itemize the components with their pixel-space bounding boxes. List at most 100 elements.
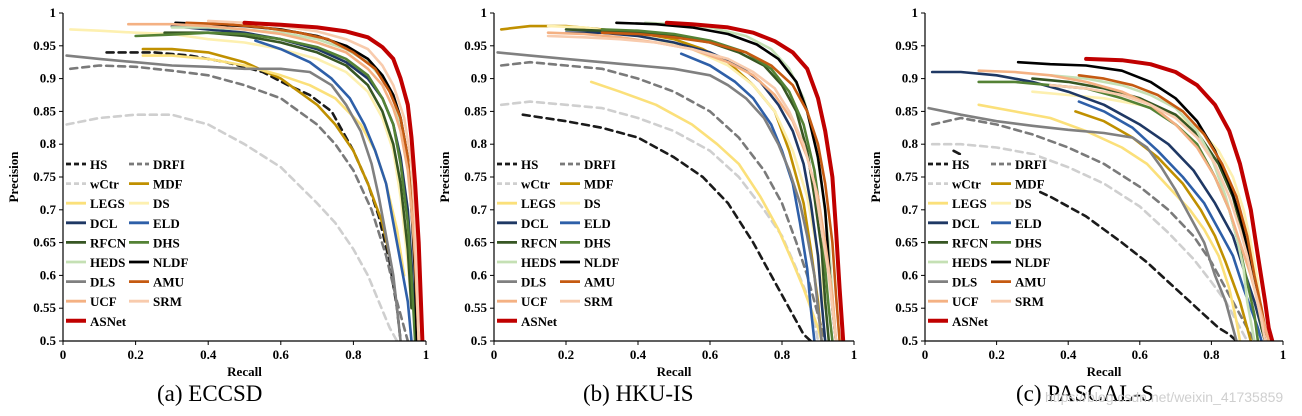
legend-label-amu: AMU bbox=[153, 275, 185, 290]
y-tick-label: 1 bbox=[481, 5, 488, 20]
y-tick-label: 0.8 bbox=[471, 136, 488, 151]
y-tick-label: 0.9 bbox=[902, 71, 919, 86]
y-tick-label: 0.75 bbox=[33, 169, 56, 184]
y-tick-label: 0.75 bbox=[464, 169, 487, 184]
legend-label-wctr: wCtr bbox=[521, 177, 550, 192]
x-tick-label: 0.4 bbox=[630, 347, 647, 362]
legend-label-dcl: DCL bbox=[952, 216, 980, 231]
series-line-ds bbox=[1031, 90, 1267, 341]
legend-label-srm: SRM bbox=[584, 294, 613, 309]
legend-label-nldf: NLDF bbox=[584, 255, 619, 270]
legend-box bbox=[495, 155, 608, 338]
legend-label-drfi: DRFI bbox=[153, 157, 185, 172]
caption-a: (a) ECCSD bbox=[157, 381, 263, 406]
series-line-asnet bbox=[242, 20, 425, 341]
series-line-dls bbox=[496, 51, 823, 341]
x-tick-label: 0.2 bbox=[127, 347, 143, 362]
legend-label-mdf: MDF bbox=[1015, 177, 1045, 192]
series-line-drfi bbox=[69, 64, 410, 341]
legend-label-rfcn: RFCN bbox=[952, 235, 989, 250]
series-line-asnet bbox=[664, 20, 846, 341]
x-tick-label: 0.8 bbox=[774, 347, 791, 362]
y-tick-label: 0.9 bbox=[40, 71, 57, 86]
legend-label-eld: ELD bbox=[1015, 216, 1042, 231]
series-line-ds bbox=[69, 28, 413, 310]
legend-label-amu: AMU bbox=[1015, 275, 1047, 290]
series-line-srm bbox=[1049, 83, 1267, 341]
legend-label-hs: HS bbox=[521, 157, 538, 172]
x-axis-label: Recall bbox=[657, 364, 692, 379]
legend-label-wctr: wCtr bbox=[90, 177, 119, 192]
legend-label-dls: DLS bbox=[90, 275, 115, 290]
legend-label-srm: SRM bbox=[1015, 294, 1044, 309]
y-tick-label: 1 bbox=[50, 5, 57, 20]
series-line-rfcn bbox=[163, 31, 413, 310]
series-line-eld bbox=[679, 52, 816, 341]
legend-label-legs: LEGS bbox=[952, 196, 987, 211]
legend-label-dls: DLS bbox=[521, 275, 546, 290]
series-line-hs bbox=[521, 113, 813, 341]
x-tick-label: 0 bbox=[491, 347, 498, 362]
series-line-asnet bbox=[1084, 56, 1275, 341]
series-line-eld bbox=[254, 39, 413, 341]
watermark: https://blog.csdn.net/weixin_41735859 bbox=[1045, 389, 1284, 405]
legend-label-ucf: UCF bbox=[90, 294, 117, 309]
y-tick-label: 0.85 bbox=[895, 103, 918, 118]
legend-label-ucf: UCF bbox=[521, 294, 548, 309]
series-line-ucf bbox=[546, 31, 838, 341]
y-tick-label: 0.6 bbox=[902, 267, 919, 282]
legend-label-wctr: wCtr bbox=[952, 177, 981, 192]
legend-label-dhs: DHS bbox=[584, 235, 611, 250]
y-tick-label: 0.65 bbox=[33, 235, 56, 250]
legend-label-drfi: DRFI bbox=[584, 157, 616, 172]
legend-label-rfcn: RFCN bbox=[90, 235, 127, 250]
caption-b: (b) HKU-IS bbox=[583, 381, 694, 406]
legend-label-drfi: DRFI bbox=[1015, 157, 1047, 172]
legend-label-legs: LEGS bbox=[90, 196, 125, 211]
x-tick-label: 0.4 bbox=[200, 347, 217, 362]
legend-label-dhs: DHS bbox=[1015, 235, 1042, 250]
legend-label-hs: HS bbox=[90, 157, 107, 172]
y-axis-label: Precision bbox=[437, 151, 452, 203]
y-tick-label: 0.8 bbox=[40, 136, 57, 151]
y-tick-label: 0.95 bbox=[895, 38, 918, 53]
legend-box bbox=[926, 155, 1039, 338]
legend-label-heds: HEDS bbox=[952, 255, 987, 270]
x-tick-label: 0.8 bbox=[1203, 347, 1220, 362]
y-tick-label: 0.5 bbox=[40, 333, 57, 348]
x-tick-label: 1 bbox=[423, 347, 430, 362]
y-tick-label: 0.9 bbox=[471, 71, 488, 86]
y-axis-label: Precision bbox=[868, 151, 883, 203]
x-tick-label: 0.2 bbox=[558, 347, 574, 362]
series-line-dcl bbox=[564, 31, 827, 341]
x-tick-label: 0.4 bbox=[1060, 347, 1077, 362]
legend-box bbox=[64, 155, 177, 338]
y-tick-label: 0.85 bbox=[33, 103, 56, 118]
series-line-dls bbox=[927, 106, 1238, 341]
x-tick-label: 0.8 bbox=[345, 347, 362, 362]
y-tick-label: 0.95 bbox=[33, 38, 56, 53]
x-tick-label: 0 bbox=[60, 347, 67, 362]
series-line-ucf bbox=[127, 22, 421, 341]
x-tick-label: 0.6 bbox=[273, 347, 290, 362]
y-axis-label: Precision bbox=[6, 151, 21, 203]
x-tick-label: 1 bbox=[851, 347, 858, 362]
legend-label-ucf: UCF bbox=[952, 294, 979, 309]
series-line-dcl bbox=[930, 70, 1267, 341]
y-tick-label: 0.6 bbox=[471, 267, 488, 282]
x-tick-label: 1 bbox=[1280, 347, 1287, 362]
series-line-legs bbox=[977, 103, 1242, 341]
legend-label-nldf: NLDF bbox=[1015, 255, 1050, 270]
legend-label-srm: SRM bbox=[153, 294, 182, 309]
series-line-mdf bbox=[1074, 110, 1253, 341]
x-axis-label: Recall bbox=[227, 364, 262, 379]
legend-label-mdf: MDF bbox=[584, 177, 614, 192]
series-line-amu bbox=[600, 31, 841, 341]
legend-label-mdf: MDF bbox=[153, 177, 183, 192]
legend-label-amu: AMU bbox=[584, 275, 616, 290]
legend-label-dls: DLS bbox=[952, 275, 977, 290]
legend-label-ds: DS bbox=[1015, 196, 1032, 211]
y-tick-label: 0.95 bbox=[464, 38, 487, 53]
caption-c: (c) PASCAL-S bbox=[1016, 381, 1154, 406]
